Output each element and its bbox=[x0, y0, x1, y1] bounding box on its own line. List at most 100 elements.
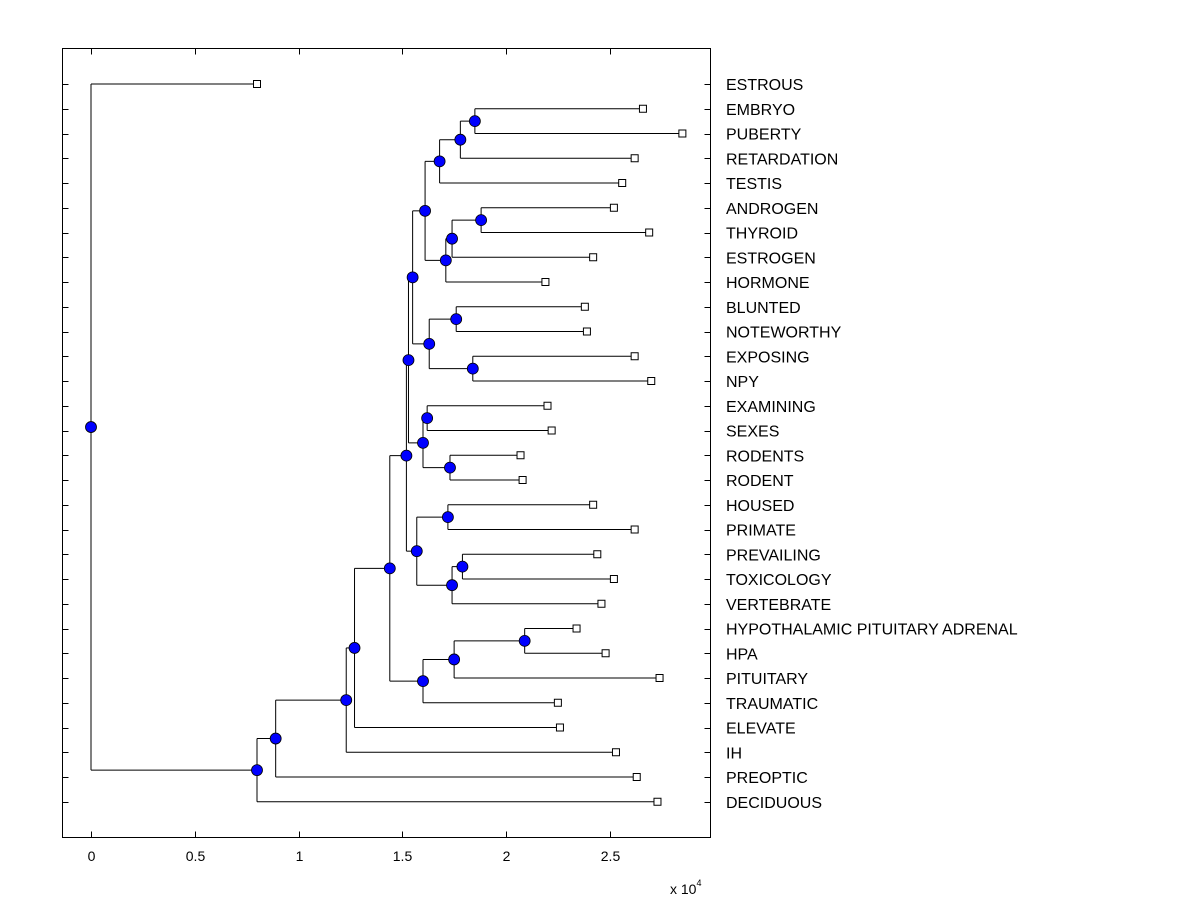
leaf-label: VERTEBRATE bbox=[726, 597, 831, 614]
leaf-label: NPY bbox=[726, 374, 759, 391]
leaf-label: PREVAILING bbox=[726, 547, 821, 564]
leaf-marker bbox=[572, 624, 581, 633]
node-marker bbox=[400, 449, 413, 462]
leaf-marker bbox=[541, 278, 550, 286]
leaf-marker bbox=[516, 451, 525, 460]
axes-box bbox=[62, 48, 711, 838]
node-marker bbox=[466, 362, 479, 375]
x-tick-label: 1 bbox=[296, 848, 304, 864]
leaf-marker bbox=[543, 401, 552, 410]
leaf-label: TESTIS bbox=[726, 176, 782, 193]
leaf-marker bbox=[597, 599, 606, 608]
leaf-label: SEXES bbox=[726, 424, 779, 441]
x-tick-labels: 0 0.5 1 1.5 2 2.5 bbox=[88, 848, 621, 864]
node-marker bbox=[446, 232, 458, 245]
x-tick-label: 2 bbox=[503, 848, 511, 864]
node-marker bbox=[468, 115, 481, 128]
x-tick-label: 0 bbox=[88, 848, 96, 864]
leaf-marker bbox=[630, 352, 639, 361]
x-tick-label: 1.5 bbox=[393, 848, 413, 864]
leaf-label: RODENTS bbox=[726, 448, 804, 465]
leaf-marker bbox=[638, 104, 647, 113]
node-marker bbox=[340, 694, 353, 706]
leaf-label: BLUNTED bbox=[726, 300, 801, 317]
leaf-label: RODENT bbox=[726, 473, 794, 490]
node-marker bbox=[417, 675, 429, 687]
leaf-label: EXPOSING bbox=[726, 349, 810, 366]
node-marker bbox=[417, 436, 429, 449]
node-marker bbox=[348, 642, 361, 654]
leaf-marker bbox=[553, 698, 562, 707]
node-marker bbox=[402, 354, 415, 367]
leaf-marker bbox=[580, 302, 589, 311]
leaf-marker bbox=[632, 773, 641, 781]
leaf-marker bbox=[582, 327, 591, 336]
leaf-label: HYPOTHALAMIC PITUITARY ADRENAL bbox=[726, 622, 1018, 639]
leaf-marker bbox=[609, 575, 618, 583]
node-marker bbox=[444, 461, 456, 474]
leaf-label: ESTROUS bbox=[726, 77, 803, 94]
node-marker bbox=[450, 313, 463, 326]
node-marker bbox=[456, 560, 469, 573]
leaf-marker bbox=[601, 649, 610, 658]
leaf-marker bbox=[645, 228, 654, 237]
node-marker bbox=[423, 337, 436, 350]
leaf-marker bbox=[655, 674, 664, 682]
leaf-label: PUBERTY bbox=[726, 127, 802, 144]
axis-ticks bbox=[62, 48, 711, 838]
leaf-marker bbox=[589, 500, 598, 509]
leaf-label: ANDROGEN bbox=[726, 201, 818, 218]
leaf-marker bbox=[547, 426, 556, 435]
leaf-label: DECIDUOUS bbox=[726, 795, 822, 812]
node-marker bbox=[454, 133, 467, 146]
node-marker bbox=[441, 511, 454, 524]
leaf-marker bbox=[555, 723, 564, 732]
x-tick-label: 0.5 bbox=[186, 848, 206, 864]
node-marker bbox=[433, 155, 446, 168]
leaf-label: HORMONE bbox=[726, 275, 810, 292]
leaf-marker bbox=[609, 203, 618, 212]
node-marker bbox=[419, 204, 431, 217]
node-marker bbox=[85, 421, 97, 433]
leaf-marker bbox=[589, 253, 598, 262]
node-marker bbox=[406, 271, 419, 284]
leaf-marker bbox=[678, 129, 687, 138]
leaf-marker bbox=[253, 80, 261, 88]
leaf-marker bbox=[630, 525, 639, 534]
leaf-label: ELEVATE bbox=[726, 721, 796, 738]
leaf-marker bbox=[630, 154, 639, 163]
node-marker bbox=[421, 412, 434, 425]
node-marker bbox=[448, 653, 461, 666]
node-marker bbox=[439, 254, 452, 267]
leaf-markers bbox=[253, 80, 687, 806]
leaf-label: THYROID bbox=[726, 226, 798, 243]
leaf-label: EMBRYO bbox=[726, 102, 795, 119]
leaf-label: HOUSED bbox=[726, 498, 794, 515]
leaf-marker bbox=[611, 748, 620, 757]
leaf-label: TOXICOLOGY bbox=[726, 572, 832, 589]
node-marker bbox=[518, 634, 531, 647]
leaf-label: HPA bbox=[726, 646, 758, 663]
leaf-marker bbox=[518, 476, 527, 484]
leaf-marker bbox=[618, 179, 627, 187]
node-marker bbox=[269, 732, 282, 745]
leaf-label: ESTROGEN bbox=[726, 250, 816, 267]
leaf-label: PREOPTIC bbox=[726, 770, 808, 787]
leaf-marker bbox=[647, 377, 656, 385]
leaf-label: PRIMATE bbox=[726, 523, 796, 540]
node-marker bbox=[251, 764, 263, 777]
leaf-label: TRAUMATIC bbox=[726, 696, 818, 713]
leaf-label: IH bbox=[726, 745, 742, 762]
x-tick-label: 2.5 bbox=[601, 848, 621, 864]
node-marker bbox=[446, 579, 458, 592]
leaf-marker bbox=[653, 797, 662, 806]
leaf-marker bbox=[593, 550, 602, 559]
node-marker bbox=[410, 545, 423, 558]
node-marker bbox=[383, 562, 396, 575]
x-scale-exponent-label: x 104 bbox=[670, 878, 701, 897]
node-marker bbox=[475, 214, 488, 227]
leaf-label: NOTEWORTHY bbox=[726, 325, 842, 342]
node-markers bbox=[85, 115, 531, 777]
